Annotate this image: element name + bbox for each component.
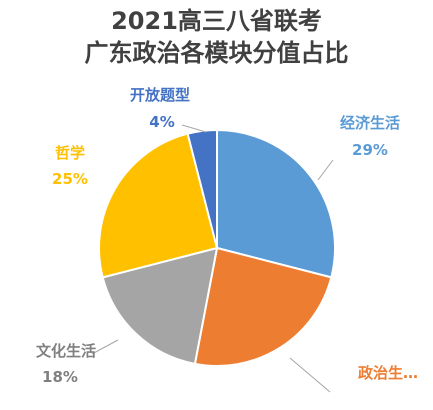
leader-line-3	[91, 339, 119, 355]
slice-label-4: 哲学	[55, 144, 85, 162]
leader-line-5	[181, 124, 207, 133]
pie-slice-2	[193, 246, 333, 367]
pie-slice-1	[216, 128, 336, 279]
slice-value-1: 29%	[352, 141, 388, 159]
leader-line-1	[317, 159, 334, 181]
slice-value-4: 25%	[52, 170, 88, 188]
leader-line-2	[289, 357, 331, 393]
chart-title-line-2: 广东政治各模块分值占比	[84, 39, 349, 67]
chart-title-line-1: 2021高三八省联考	[111, 7, 322, 35]
slice-value-3: 18%	[42, 368, 78, 386]
slice-label-5: 开放题型	[130, 86, 190, 104]
slice-label-1: 经济生活	[340, 114, 400, 132]
pie-slice-4	[98, 132, 219, 279]
slice-label-3: 文化生活	[36, 342, 96, 360]
slice-value-5: 4%	[149, 113, 174, 131]
slice-label-2: 政治生…	[358, 364, 418, 382]
pie-slice-3	[101, 246, 219, 366]
